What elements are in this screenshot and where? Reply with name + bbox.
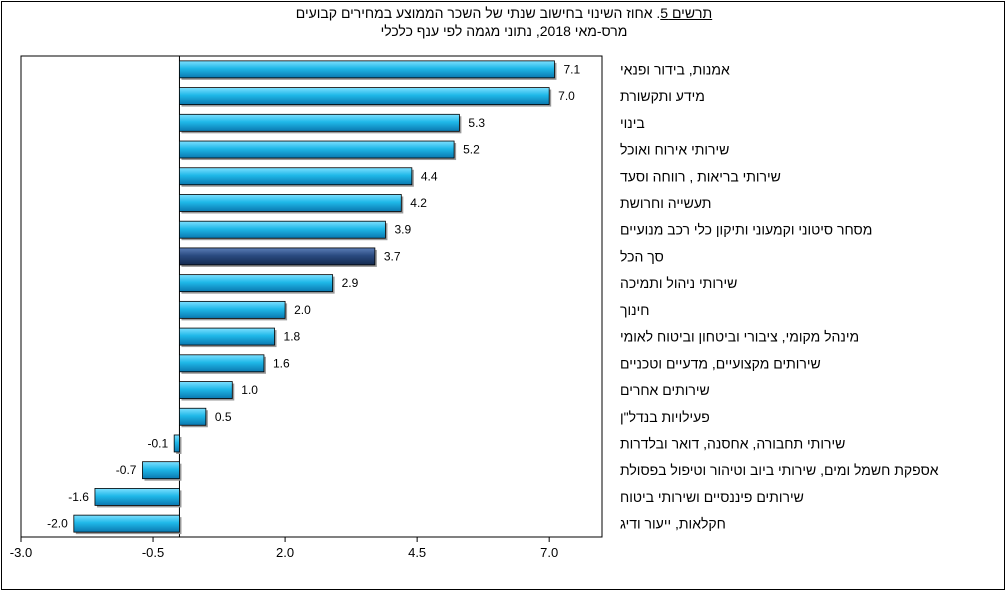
- bar: [179, 113, 460, 132]
- bar: [179, 140, 455, 159]
- chart-subtitle: מרס-מאי 2018, נתוני מגמה לפי ענף כלכלי: [380, 23, 628, 39]
- category-label: שירותי ניהול ותמיכה: [620, 275, 737, 291]
- chart-title: תרשים 5. אחוז השינוי בחישוב שנתי של השכר…: [0, 5, 1008, 21]
- value-label: 7.1: [563, 62, 580, 76]
- category-label: מסחר סיטוני וקמעוני ותיקון כלי רכב מנועי…: [620, 222, 872, 238]
- bar: [73, 514, 180, 533]
- value-label: -2.0: [47, 517, 68, 531]
- category-label: שירותים אחרים: [620, 382, 710, 398]
- bar: [179, 87, 550, 105]
- x-tick-label: 7.0: [540, 545, 558, 560]
- category-label: אמנות, בידור ופנאי: [620, 61, 730, 77]
- category-label: שירותים מקצועיים, מדעיים וטכניים: [620, 355, 821, 371]
- bar: [173, 434, 180, 453]
- value-label: 1.6: [273, 356, 290, 370]
- bar: [179, 274, 334, 293]
- category-label: בינוי: [620, 115, 645, 131]
- x-tick-label: -3.0: [10, 545, 32, 560]
- category-label: שירותים פיננסיים ושירותי ביטוח: [620, 489, 804, 505]
- category-label: שירותי תחבורה, אחסנה, דואר ובלדרות: [620, 435, 845, 451]
- category-label: חקלאות, ייעור ודיג: [620, 516, 726, 532]
- figure-label: תרשים 5: [660, 5, 713, 21]
- bar: [179, 194, 402, 212]
- bar: [179, 60, 555, 79]
- value-label: 0.5: [215, 410, 232, 424]
- bar: [142, 461, 180, 480]
- value-label: 4.4: [421, 169, 438, 183]
- category-label: אספקת חשמל ומים, שירותי ביוב וטיהור וטיפ…: [620, 462, 939, 478]
- category-label: סך הכל: [620, 248, 664, 264]
- value-label: 2.9: [342, 276, 359, 290]
- value-label: -0.7: [116, 463, 137, 477]
- plot-area: [20, 55, 603, 538]
- bar: [179, 354, 265, 373]
- category-label: תעשייה וחרושת: [620, 195, 711, 211]
- value-label: 5.3: [468, 116, 485, 130]
- value-label: 3.9: [394, 223, 411, 237]
- bar: [179, 300, 286, 319]
- value-label: 2.0: [294, 303, 311, 317]
- category-label: חינוך: [620, 302, 649, 318]
- category-label: מידע ותקשורת: [620, 88, 705, 104]
- x-tick-label: 4.5: [408, 545, 426, 560]
- value-label: 3.7: [384, 249, 401, 263]
- bar: [179, 327, 275, 346]
- category-label: שירותי בריאות , רווחה וסעד: [620, 168, 781, 184]
- bar: [179, 407, 207, 426]
- bar: [179, 381, 233, 399]
- category-label: שירותי אירוח ואוכל: [620, 142, 729, 158]
- bar-total: [179, 247, 376, 266]
- value-label: 5.2: [463, 143, 480, 157]
- category-label: מינהל מקומי, ציבורי וביטחון וביטוח לאומי: [620, 329, 859, 345]
- value-label: -0.1: [147, 436, 168, 450]
- bar: [179, 167, 413, 186]
- value-label: -1.6: [68, 490, 89, 504]
- value-label: 7.0: [558, 89, 575, 103]
- bar: [179, 220, 386, 239]
- category-label: פעילויות בנדל"ן: [620, 409, 710, 425]
- x-tick-label: 2.0: [276, 545, 294, 560]
- x-tick-label: -0.5: [142, 545, 164, 560]
- value-label: 4.2: [410, 196, 427, 210]
- chart-title-text: . אחוז השינוי בחישוב שנתי של השכר הממוצע…: [295, 5, 661, 21]
- value-label: 1.0: [241, 383, 258, 397]
- value-label: 1.8: [284, 330, 301, 344]
- bar: [94, 488, 180, 506]
